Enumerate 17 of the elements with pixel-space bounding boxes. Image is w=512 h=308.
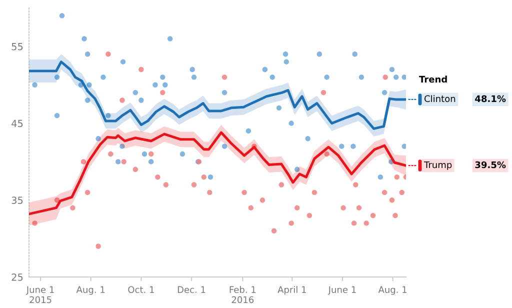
x-tick-label: Aug. 1 [378,286,407,295]
y-tick-label: 45 [12,120,23,128]
legend-label: Clinton [424,95,456,102]
x-tick-label: April 1 [278,286,306,295]
y-tick-label: 25 [12,273,23,281]
x-tick-label: June 1 2015 [26,286,54,304]
x-tick-label: Dec. 1 [178,286,206,294]
legend-label: Trump [424,161,452,170]
x-tick-label: Oct. 1 [128,286,154,294]
y-tick-label: 55 [12,43,23,50]
x-tick-label: Aug. 1 [76,286,105,295]
legend-title: Trend [419,76,447,83]
text: 48.1% [475,95,506,102]
x-tick-label: June 1 [328,286,356,295]
x-tick-label: Feb. 1 2016 [230,286,256,304]
text: 39.5% [475,161,506,168]
y-tick-label: 35 [12,196,23,204]
